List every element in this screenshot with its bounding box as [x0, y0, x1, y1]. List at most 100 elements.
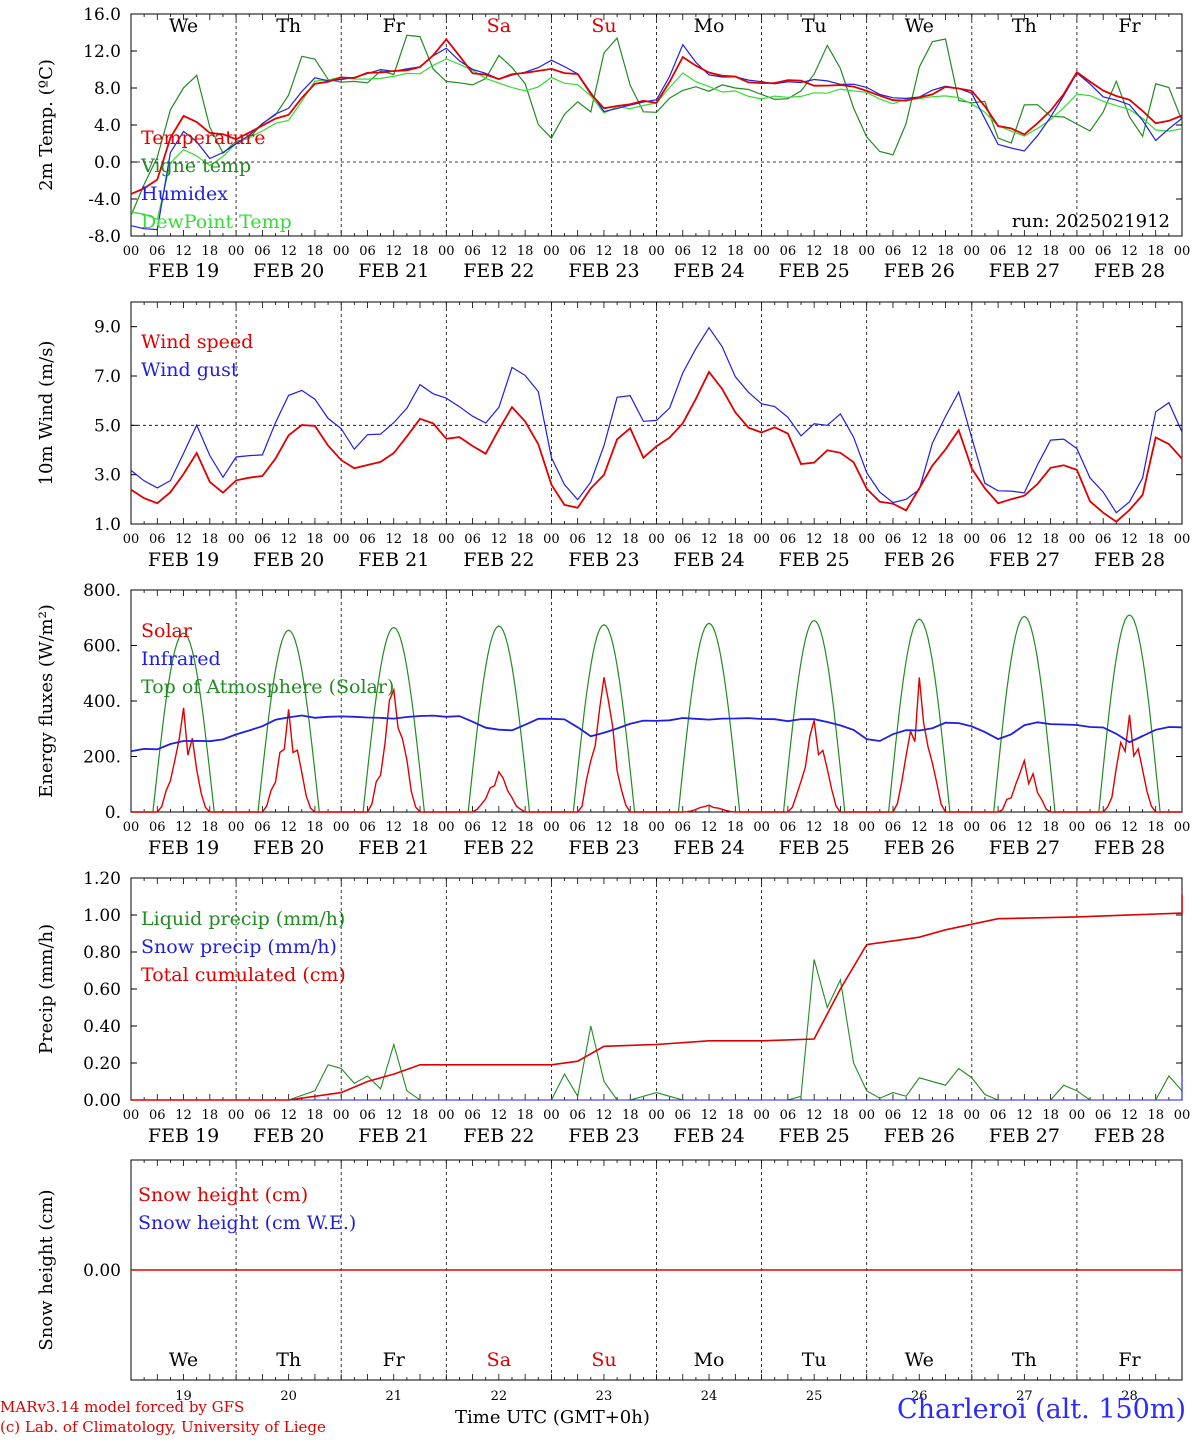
- date-label: FEB 24: [673, 837, 744, 859]
- date-label: FEB 22: [463, 837, 534, 859]
- hour-tick-label: 00: [858, 1108, 875, 1123]
- date-label: FEB 21: [358, 1125, 429, 1147]
- hour-tick-label: 18: [202, 820, 219, 835]
- hour-tick-label: 06: [569, 244, 586, 259]
- infrared-line: [130, 714, 1183, 753]
- y-tick-label: -8.0: [88, 227, 121, 247]
- weekday-label: Th: [276, 1349, 301, 1371]
- date-label: FEB 28: [1094, 1125, 1165, 1147]
- hour-tick-label: 18: [1147, 1108, 1164, 1123]
- date-label: FEB 23: [568, 837, 639, 859]
- hour-tick-label: 12: [806, 820, 823, 835]
- hour-tick-label: 18: [307, 244, 324, 259]
- hour-tick-label: 00: [1069, 244, 1086, 259]
- hour-tick-label: 12: [911, 244, 928, 259]
- y-tick-label: 800.: [83, 581, 121, 601]
- hour-tick-label: 06: [990, 532, 1007, 547]
- hour-tick-label: 06: [254, 1108, 271, 1123]
- hour-tick-label: 00: [753, 820, 770, 835]
- weekday-label: Tu: [802, 15, 827, 37]
- hour-tick-label: 12: [596, 820, 613, 835]
- hour-tick-label: 18: [622, 820, 639, 835]
- hour-tick-label: 18: [622, 532, 639, 547]
- hour-tick-label: 00: [1174, 820, 1191, 835]
- date-label: FEB 26: [884, 549, 955, 571]
- hour-tick-label: 06: [990, 1108, 1007, 1123]
- weekday-label: Fr: [383, 15, 406, 37]
- hour-tick-label: 12: [596, 244, 613, 259]
- legend-entry: Solar: [141, 620, 193, 642]
- hour-tick-label: 00: [543, 532, 560, 547]
- legend-entry: Wind speed: [141, 331, 253, 353]
- weekday-label: Fr: [1118, 15, 1141, 37]
- hour-tick-label: 18: [412, 532, 429, 547]
- hour-tick-label: 06: [990, 820, 1007, 835]
- weekday-label: Fr: [383, 1349, 406, 1371]
- y-tick-label: 200.: [83, 748, 121, 768]
- solar-line: [131, 677, 1182, 813]
- hour-tick-label: 00: [438, 244, 455, 259]
- hour-tick-label: 06: [569, 820, 586, 835]
- hour-tick-label: 06: [990, 244, 1007, 259]
- y-tick-label: 1.0: [94, 515, 121, 535]
- legend-entry: Total cumulated (cm): [141, 964, 346, 986]
- hour-tick-label: 06: [149, 244, 166, 259]
- hour-tick-label: 06: [464, 244, 481, 259]
- hour-tick-label: 18: [1147, 532, 1164, 547]
- date-label: FEB 19: [148, 549, 219, 571]
- date-label: FEB 25: [779, 549, 850, 571]
- legend-entry: Snow height (cm W.E.): [138, 1212, 356, 1234]
- legend-entry: DewPoint Temp: [141, 211, 292, 233]
- hour-tick-label: 00: [543, 244, 560, 259]
- hour-tick-label: 18: [1147, 820, 1164, 835]
- hour-tick-label: 12: [701, 244, 718, 259]
- date-label: FEB 26: [884, 1125, 955, 1147]
- hour-tick-label: 18: [517, 532, 534, 547]
- legend-entry: Top of Atmosphere (Solar): [141, 676, 394, 698]
- legend-entry: Vigne temp: [140, 155, 251, 177]
- hour-tick-label: 12: [175, 1108, 192, 1123]
- y-tick-label: 1.20: [83, 869, 121, 889]
- series-line-0: [131, 959, 1183, 1101]
- hour-tick-label: 06: [149, 532, 166, 547]
- hour-tick-label: 06: [1095, 244, 1112, 259]
- hour-tick-label: 00: [648, 1108, 665, 1123]
- date-label: FEB 27: [989, 837, 1060, 859]
- y-tick-label: 5.0: [94, 416, 121, 436]
- hour-tick-label: 12: [491, 1108, 508, 1123]
- weekday-label: Th: [1012, 15, 1037, 37]
- hour-tick-label: 18: [937, 244, 954, 259]
- hour-tick-label: 18: [1042, 1108, 1059, 1123]
- weekday-label: Su: [591, 1349, 616, 1371]
- hour-tick-label: 06: [149, 1108, 166, 1123]
- y-tick-label: 3.0: [94, 466, 121, 486]
- hour-tick-label: 06: [885, 532, 902, 547]
- hour-tick-label: 18: [517, 820, 534, 835]
- hour-tick-label: 00: [964, 1108, 981, 1123]
- hour-tick-label: 00: [123, 532, 140, 547]
- weekday-label: We: [905, 15, 934, 37]
- hour-tick-label: 18: [832, 532, 849, 547]
- hour-tick-label: 00: [228, 532, 245, 547]
- hour-tick-label: 18: [622, 1108, 639, 1123]
- weekday-label: We: [905, 1349, 934, 1371]
- hour-tick-label: 18: [517, 1108, 534, 1123]
- date-label: FEB 19: [148, 837, 219, 859]
- station-title: Charleroi (alt. 150m): [897, 1394, 1186, 1425]
- hour-tick-label: 00: [123, 244, 140, 259]
- hour-tick-label: 00: [438, 820, 455, 835]
- hour-tick-label: 00: [858, 532, 875, 547]
- day-number: 23: [596, 1389, 613, 1404]
- day-number: 27: [1016, 1389, 1033, 1404]
- hour-tick-label: 06: [254, 244, 271, 259]
- y-tick-label: 0.20: [83, 1054, 121, 1074]
- legend-entry: Humidex: [141, 183, 228, 205]
- hour-tick-label: 00: [964, 244, 981, 259]
- date-label: FEB 21: [358, 549, 429, 571]
- hour-tick-label: 06: [359, 244, 376, 259]
- hour-tick-label: 18: [307, 1108, 324, 1123]
- weekday-label: Sa: [487, 15, 511, 37]
- hour-tick-label: 12: [491, 532, 508, 547]
- y-axis-label: 10m Wind (m/s): [36, 341, 57, 486]
